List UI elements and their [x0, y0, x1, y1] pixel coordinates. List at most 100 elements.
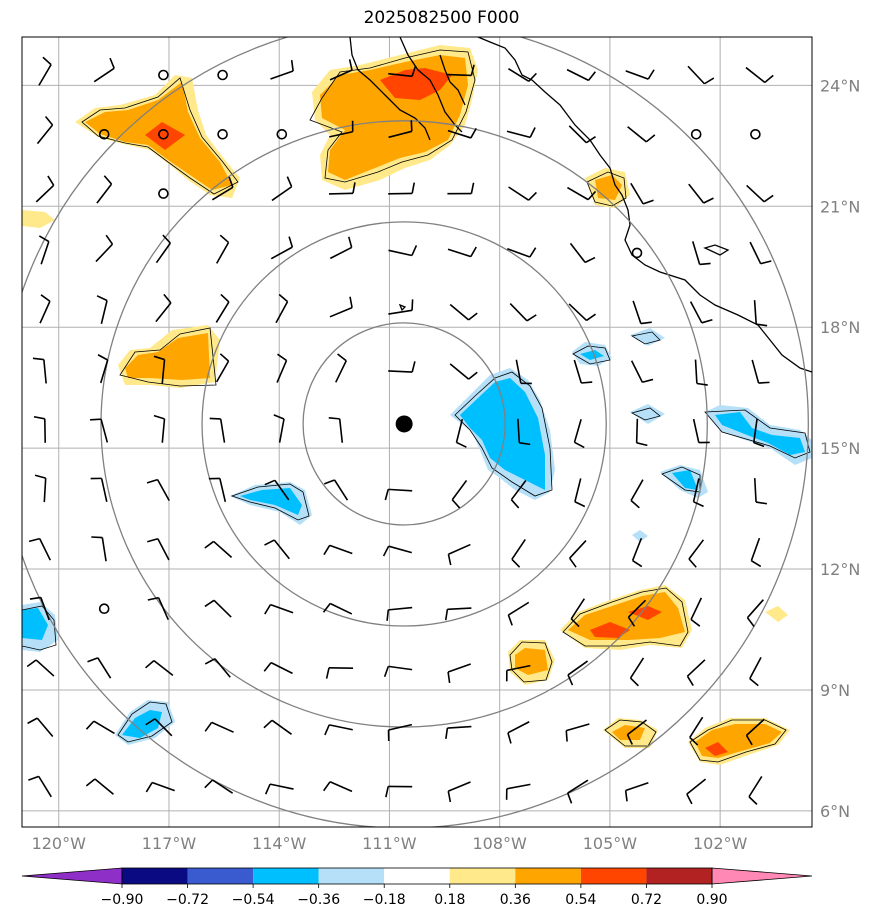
colorbar-segment — [253, 868, 319, 884]
wind-barb — [96, 295, 108, 325]
wind-barb — [97, 354, 109, 384]
wind-barb — [388, 245, 418, 257]
wind-barb — [570, 598, 586, 628]
wind-barb — [96, 175, 113, 204]
wind-barb — [686, 778, 707, 805]
map-frame — [21, 36, 813, 828]
wind-barb — [276, 353, 288, 383]
wind-barb — [204, 599, 232, 618]
colorbar-extend-high — [711, 867, 813, 885]
wind-barb — [510, 480, 527, 509]
wind-barb — [507, 67, 537, 83]
wind-barb — [215, 293, 230, 323]
lon-tick-label: 114°W — [252, 834, 307, 853]
contour-region — [632, 530, 648, 542]
wind-barb — [629, 657, 645, 687]
wind-barb — [329, 296, 353, 318]
wind-barb — [209, 417, 226, 443]
wind-barb — [275, 293, 289, 324]
wind-barb — [27, 717, 54, 737]
wind-barb — [147, 537, 170, 561]
wind-barb — [687, 65, 715, 85]
wind-barb — [387, 723, 413, 742]
colorbar-frame — [121, 867, 713, 885]
wind-barb — [508, 186, 537, 201]
wind-barb — [507, 721, 530, 744]
wind-barb — [566, 68, 596, 82]
wind-barb — [264, 539, 290, 560]
wind-barb — [388, 182, 416, 195]
wind-barb — [90, 477, 108, 502]
colorbar-tick-label: −0.72 — [166, 892, 209, 908]
wind-barb — [568, 303, 596, 322]
wind-barb — [29, 596, 50, 621]
calm-wind-marker — [98, 603, 110, 615]
wind-barb — [270, 60, 294, 80]
calm-wind-marker — [158, 69, 169, 81]
wind-barb — [270, 236, 294, 260]
wind-barb — [566, 779, 589, 804]
wind-barb — [694, 359, 708, 386]
calm-wind-marker — [750, 129, 761, 140]
wind-barb — [745, 66, 774, 84]
wind-barb — [147, 596, 169, 621]
wind-barb — [752, 418, 765, 448]
colorbar-tick-label: 0.54 — [565, 892, 596, 908]
wind-barb — [93, 57, 115, 83]
wind-barb — [215, 353, 230, 383]
wind-barb — [145, 718, 173, 737]
colorbar: −0.90 −0.72 −0.54 −0.36 −0.18 0.18 0.36 0.54 0.7… — [21, 867, 813, 908]
wind-barb — [445, 725, 472, 740]
lat-tick-label: 21°N — [820, 197, 860, 216]
wind-barb — [329, 120, 354, 138]
longitude-tick-labels: 120°W 117°W 114°W 111°W 108°W 105°W 102°W — [32, 834, 748, 853]
contour-region — [630, 404, 665, 424]
wind-barb — [515, 359, 532, 385]
wind-barb — [745, 718, 765, 746]
wind-barb — [211, 176, 234, 201]
contour-region — [122, 710, 162, 738]
wind-barb — [749, 657, 762, 687]
wind-barb — [690, 597, 703, 627]
wind-barb — [204, 721, 234, 733]
wind-barb — [749, 241, 772, 265]
wind-barb — [573, 419, 585, 449]
wind-barb — [692, 478, 704, 508]
calm-wind-marker — [158, 188, 169, 199]
anomaly-contour-fills — [22, 45, 812, 765]
wind-barb — [39, 294, 51, 324]
colorbar-tick-label: −0.54 — [232, 892, 275, 908]
range-ring — [302, 322, 506, 526]
wind-barb — [746, 599, 764, 627]
contour-region — [705, 742, 728, 756]
coastline — [349, 37, 812, 373]
range-ring — [201, 221, 607, 627]
colorbar-segment — [318, 868, 385, 884]
wind-barb — [382, 545, 412, 557]
wind-barb — [204, 779, 234, 794]
wind-barb — [505, 664, 531, 682]
wind-barb — [329, 236, 353, 260]
colorbar-segment — [515, 868, 581, 884]
wind-barb — [753, 300, 768, 327]
colorbar-segment — [384, 868, 450, 884]
lon-tick-label: 120°W — [32, 834, 87, 853]
range-rings — [22, 37, 809, 827]
wind-barb — [568, 125, 596, 144]
lat-lon-gridlines — [22, 37, 812, 827]
wind-barb — [447, 663, 471, 684]
contour-region — [590, 622, 630, 638]
wind-barb — [263, 661, 293, 675]
wind-barb — [746, 184, 774, 203]
colorbar-segment — [580, 868, 647, 884]
colorbar-segment — [122, 868, 188, 884]
wind-barb — [328, 182, 356, 195]
wind-barb — [215, 234, 230, 264]
wind-barb — [567, 660, 589, 686]
wind-barb — [32, 357, 47, 384]
wind-barb — [323, 544, 353, 556]
lat-tick-label: 12°N — [820, 560, 860, 579]
wind-barb — [26, 659, 55, 677]
lat-tick-label: 9°N — [820, 681, 850, 700]
